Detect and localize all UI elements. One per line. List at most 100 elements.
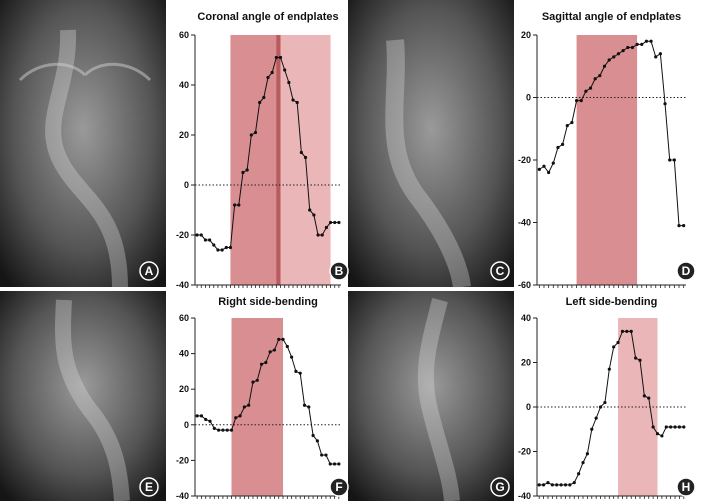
data-point (204, 417, 208, 422)
data-point (212, 426, 216, 430)
y-tick-label: 20 (521, 30, 531, 40)
y-tick-label: -20 (176, 455, 189, 465)
y-tick-label: 60 (179, 313, 189, 323)
data-point (620, 329, 625, 333)
data-point (682, 224, 686, 228)
data-point (621, 49, 625, 53)
chart-b: Coronal angle of endplates 60 40 20 0 -20 -40 (176, 11, 341, 290)
data-point (234, 416, 238, 420)
data-point (673, 425, 677, 429)
data-point (677, 224, 681, 228)
data-point (581, 461, 585, 465)
y-tick-label: 40 (521, 313, 531, 323)
data-point (630, 45, 635, 50)
y-tick-label: 40 (179, 349, 189, 359)
xray-panel-g (348, 291, 514, 501)
data-point (682, 425, 686, 429)
data-point (217, 428, 221, 432)
data-point (563, 483, 568, 487)
panel-letter: G (495, 480, 504, 494)
data-point (320, 453, 324, 457)
data-point (203, 238, 208, 242)
data-point (644, 39, 649, 43)
data-point (669, 425, 673, 429)
y-tick-label: -20 (518, 155, 531, 165)
panel-label-a: A (139, 261, 159, 281)
panel-letter: F (335, 480, 342, 494)
chart-d: Sagittal angle of endplates 20 0 -20 -40 -60 (518, 11, 686, 290)
data-point (588, 86, 593, 90)
panel-letter: E (145, 480, 153, 494)
data-point (281, 337, 285, 341)
data-point (634, 356, 638, 360)
y-tick-label: 40 (179, 80, 189, 90)
data-point (550, 483, 554, 487)
shaded-region (230, 35, 281, 285)
data-point (324, 225, 328, 230)
data-point (660, 434, 664, 438)
data-point (602, 64, 607, 68)
data-point (570, 120, 574, 125)
chart-f: Right side-bending 60 40 20 0 -20 -40 (176, 296, 341, 501)
y-tick-label: 0 (184, 180, 189, 190)
data-point (303, 155, 308, 160)
y-tick-label: 20 (179, 130, 189, 140)
y-tick-label: -20 (518, 447, 531, 457)
y-tick-label: -40 (176, 280, 189, 290)
y-tick-label: 0 (526, 93, 531, 103)
data-point (229, 428, 234, 432)
data-point (208, 419, 212, 423)
data-point (277, 337, 281, 341)
data-point (579, 99, 583, 103)
data-point (584, 89, 588, 93)
panel-letter: A (145, 264, 154, 278)
data-point (216, 248, 220, 252)
chart-h: Left side-bending 40 20 0 -20 -40 (518, 296, 686, 501)
data-point (298, 371, 302, 375)
data-point (607, 367, 611, 371)
data-point (551, 161, 555, 165)
series-line (539, 330, 684, 486)
chart-title: Coronal angle of endplates (197, 11, 338, 23)
data-point (228, 245, 233, 250)
data-point (635, 42, 639, 46)
xray-panel-c (348, 0, 514, 289)
data-point (328, 462, 332, 466)
data-point (287, 80, 291, 85)
data-point (568, 483, 572, 487)
data-point (647, 396, 651, 400)
panel-letter: D (682, 264, 691, 278)
data-point (640, 42, 644, 46)
data-point (294, 369, 298, 373)
data-point (612, 55, 616, 59)
data-point (258, 100, 262, 105)
chart-title: Right side-bending (218, 296, 318, 308)
y-tick-label: -40 (176, 491, 189, 501)
data-point (626, 45, 630, 50)
data-point (290, 355, 294, 359)
y-tick-label: -40 (518, 491, 531, 501)
shaded-region (576, 35, 638, 285)
data-point (195, 233, 199, 237)
data-point (654, 55, 658, 59)
data-point (316, 233, 320, 237)
data-point (291, 98, 295, 102)
chart-title: Sagittal angle of endplates (542, 11, 681, 23)
data-point (249, 133, 253, 137)
data-point (242, 405, 246, 409)
data-point (199, 414, 204, 418)
data-point (663, 102, 667, 106)
data-point (253, 130, 258, 135)
data-point (585, 452, 589, 456)
data-point (332, 462, 337, 466)
panel-label-d: D (676, 261, 696, 281)
data-point (264, 360, 268, 365)
data-point (561, 142, 565, 146)
data-point (559, 483, 563, 487)
series-line (197, 338, 339, 465)
data-point (285, 344, 289, 349)
data-point (212, 243, 216, 247)
data-point (616, 340, 620, 345)
y-tick-label: 60 (179, 30, 189, 40)
